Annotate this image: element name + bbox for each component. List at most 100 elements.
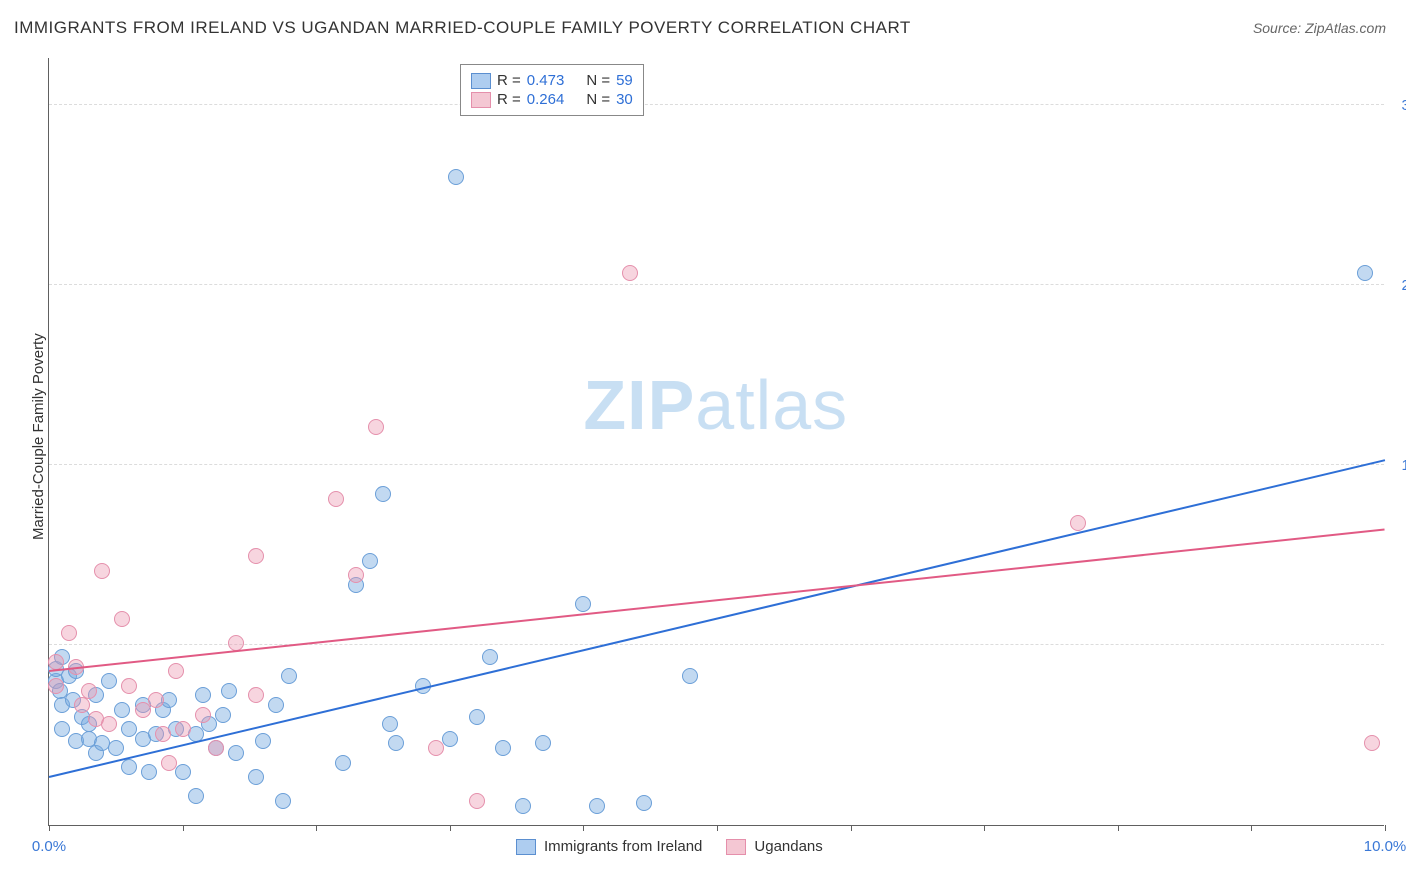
data-point-ireland	[268, 697, 284, 713]
series-legend-item-ugandans: Ugandans	[726, 838, 822, 855]
data-point-ugandans	[161, 755, 177, 771]
x-tick	[316, 825, 317, 831]
gridline	[49, 644, 1384, 645]
x-tick	[450, 825, 451, 831]
data-point-ireland	[281, 668, 297, 684]
y-tick-label: 7.5%	[1389, 637, 1406, 654]
stat-n-label: N =	[586, 72, 610, 89]
watermark-part1: ZIP	[583, 366, 695, 444]
data-point-ugandans	[74, 697, 90, 713]
stat-n-value: 59	[616, 72, 633, 89]
x-tick	[717, 825, 718, 831]
correlation-legend: R = 0.473 N = 59 R = 0.264 N = 30	[460, 64, 644, 116]
data-point-ireland	[495, 740, 511, 756]
data-point-ugandans	[622, 265, 638, 281]
data-point-ireland	[275, 793, 291, 809]
stat-r-value: 0.264	[527, 91, 565, 108]
series-legend: Immigrants from Ireland Ugandans	[516, 838, 823, 855]
x-tick	[1118, 825, 1119, 831]
regression-line-ireland	[49, 459, 1385, 778]
data-point-ireland	[535, 735, 551, 751]
watermark-part2: atlas	[695, 366, 848, 444]
x-tick	[851, 825, 852, 831]
data-point-ireland	[335, 755, 351, 771]
data-point-ireland	[114, 702, 130, 718]
gridline	[49, 284, 1384, 285]
data-point-ugandans	[328, 491, 344, 507]
chart-title: IMMIGRANTS FROM IRELAND VS UGANDAN MARRI…	[14, 18, 911, 38]
x-tick	[183, 825, 184, 831]
data-point-ireland	[188, 788, 204, 804]
y-tick-label: 15.0%	[1389, 457, 1406, 474]
data-point-ireland	[375, 486, 391, 502]
data-point-ireland	[255, 733, 271, 749]
data-point-ireland	[515, 798, 531, 814]
legend-row-ireland: R = 0.473 N = 59	[471, 72, 633, 89]
data-point-ugandans	[168, 663, 184, 679]
data-point-ireland	[382, 716, 398, 732]
x-tick	[984, 825, 985, 831]
data-point-ireland	[1357, 265, 1373, 281]
data-point-ireland	[482, 649, 498, 665]
data-point-ugandans	[148, 692, 164, 708]
legend-swatch-ugandans	[471, 92, 491, 108]
data-point-ugandans	[1364, 735, 1380, 751]
data-point-ugandans	[175, 721, 191, 737]
data-point-ireland	[195, 687, 211, 703]
data-point-ireland	[442, 731, 458, 747]
data-point-ireland	[636, 795, 652, 811]
data-point-ugandans	[48, 654, 64, 670]
data-point-ugandans	[428, 740, 444, 756]
data-point-ugandans	[61, 625, 77, 641]
data-point-ireland	[248, 769, 264, 785]
stat-n-value: 30	[616, 91, 633, 108]
stat-n-label: N =	[586, 91, 610, 108]
data-point-ireland	[388, 735, 404, 751]
data-point-ireland	[228, 745, 244, 761]
data-point-ugandans	[1070, 515, 1086, 531]
series-legend-item-ireland: Immigrants from Ireland	[516, 838, 702, 855]
gridline	[49, 104, 1384, 105]
data-point-ugandans	[81, 683, 97, 699]
data-point-ugandans	[228, 635, 244, 651]
legend-row-ugandans: R = 0.264 N = 30	[471, 91, 633, 108]
data-point-ireland	[362, 553, 378, 569]
stat-r-label: R =	[497, 91, 521, 108]
data-point-ireland	[108, 740, 124, 756]
legend-swatch-ireland	[471, 73, 491, 89]
data-point-ugandans	[101, 716, 117, 732]
source-label: Source: ZipAtlas.com	[1253, 20, 1386, 36]
x-tick-label: 10.0%	[1364, 838, 1406, 855]
data-point-ireland	[448, 169, 464, 185]
stat-r-value: 0.473	[527, 72, 565, 89]
data-point-ireland	[101, 673, 117, 689]
data-point-ireland	[54, 721, 70, 737]
data-point-ugandans	[155, 726, 171, 742]
x-tick	[1251, 825, 1252, 831]
data-point-ireland	[121, 759, 137, 775]
series-label: Ugandans	[754, 838, 822, 855]
x-tick-label: 0.0%	[32, 838, 66, 855]
watermark: ZIPatlas	[583, 365, 848, 445]
stat-r-label: R =	[497, 72, 521, 89]
series-label: Immigrants from Ireland	[544, 838, 702, 855]
data-point-ireland	[141, 764, 157, 780]
data-point-ireland	[682, 668, 698, 684]
x-tick	[1385, 825, 1386, 831]
y-tick-label: 22.5%	[1389, 277, 1406, 294]
gridline	[49, 464, 1384, 465]
x-tick	[583, 825, 584, 831]
data-point-ugandans	[248, 548, 264, 564]
data-point-ireland	[215, 707, 231, 723]
data-point-ireland	[221, 683, 237, 699]
data-point-ugandans	[48, 678, 64, 694]
data-point-ireland	[469, 709, 485, 725]
x-tick	[49, 825, 50, 831]
data-point-ugandans	[348, 567, 364, 583]
legend-swatch-ugandans	[726, 839, 746, 855]
legend-swatch-ireland	[516, 839, 536, 855]
y-axis-title: Married-Couple Family Poverty	[30, 333, 47, 540]
data-point-ugandans	[469, 793, 485, 809]
data-point-ugandans	[208, 740, 224, 756]
data-point-ugandans	[248, 687, 264, 703]
